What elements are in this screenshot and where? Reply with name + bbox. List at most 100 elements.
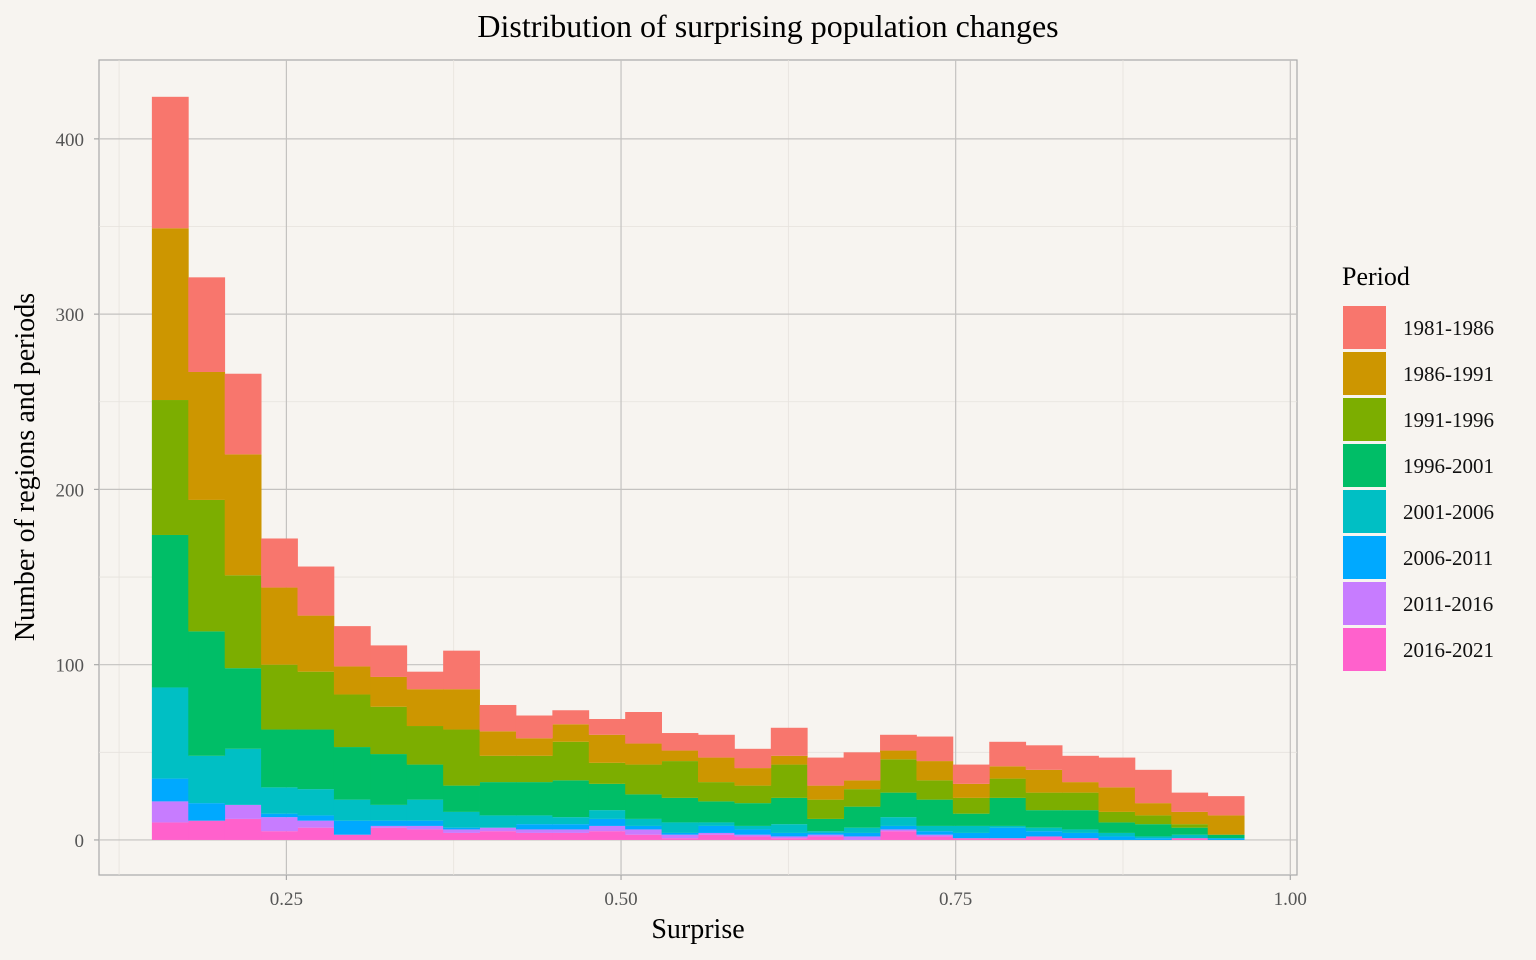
histogram-bar-segment (952, 832, 990, 839)
histogram-bar-segment (515, 782, 553, 816)
histogram-bar-segment (406, 820, 444, 826)
histogram-bar-segment (406, 689, 444, 727)
histogram-bar-segment (188, 631, 226, 756)
histogram-bar-segment (297, 815, 335, 821)
histogram-bar-segment (880, 734, 917, 751)
histogram-bar-segment (552, 741, 590, 781)
histogram-bar-segment (1134, 815, 1172, 825)
histogram-bar-segment (224, 748, 262, 805)
histogram-bar-segment (588, 810, 626, 819)
histogram-bar-segment (261, 587, 298, 665)
x-tick-label: 0.75 (939, 889, 972, 910)
chart-title: Distribution of surprising population ch… (477, 8, 1058, 44)
legend-label: 2011-2016 (1403, 592, 1493, 616)
histogram-bar-segment (1098, 822, 1136, 833)
histogram-bar-segment (734, 785, 772, 804)
histogram-bar-segment (698, 832, 735, 835)
histogram-bars (151, 96, 1245, 840)
histogram-bar-segment (807, 799, 845, 819)
histogram-bar-segment (261, 813, 298, 818)
histogram-bar-segment (188, 755, 226, 804)
histogram-bar-segment (261, 787, 298, 814)
legend-label: 1986-1991 (1403, 362, 1494, 386)
histogram-bar-segment (916, 825, 954, 832)
histogram-bar-segment (661, 750, 699, 762)
histogram-bar-segment (698, 782, 735, 802)
histogram-bar-segment (843, 806, 881, 828)
histogram-bar-segment (916, 736, 954, 762)
histogram-bar-segment (297, 671, 335, 730)
histogram-bar-segment (698, 734, 735, 758)
histogram-bar-segment (661, 832, 699, 835)
histogram-bar-segment (1171, 838, 1209, 840)
histogram-bar-segment (1025, 810, 1063, 828)
histogram-bar-segment (479, 831, 517, 840)
histogram-bar-segment (552, 817, 590, 825)
histogram-bar-segment (1025, 745, 1063, 770)
histogram-bar-segment (989, 838, 1027, 840)
histogram-bar-segment (224, 373, 262, 455)
histogram-bar-segment (1025, 827, 1063, 832)
y-axis-title: Number of regions and periods (10, 293, 41, 641)
histogram-bar-segment (770, 836, 808, 839)
histogram-bar-segment (880, 829, 917, 832)
histogram-bar-segment (443, 729, 480, 786)
histogram-bar-segment (807, 832, 845, 835)
legend-label: 2016-2021 (1403, 638, 1494, 662)
histogram-bar-segment (989, 741, 1027, 767)
histogram-bar-segment (1171, 834, 1209, 839)
histogram-bar-segment (661, 838, 699, 840)
histogram-bar-segment (1025, 836, 1063, 840)
histogram-bar-segment (151, 534, 189, 688)
histogram-bar-segment (734, 836, 772, 840)
histogram-bar-segment (552, 724, 590, 742)
histogram-bar-segment (698, 822, 735, 826)
histogram-bar-segment (406, 726, 444, 765)
legend-label: 1981-1986 (1403, 316, 1494, 340)
legend-label: 1991-1996 (1403, 408, 1494, 432)
histogram-bar-segment (479, 815, 517, 828)
histogram-bar-segment (224, 818, 262, 840)
histogram-bar-segment (770, 832, 808, 837)
histogram-bar-segment (1098, 757, 1136, 788)
histogram-bar-segment (261, 817, 298, 832)
histogram-bar-segment (370, 706, 408, 755)
histogram-bar-segment (661, 761, 699, 798)
histogram-bar-segment (1207, 815, 1245, 835)
histogram-bar-segment (443, 650, 480, 690)
histogram-bar-segment (880, 759, 917, 793)
histogram-bar-segment (515, 815, 553, 825)
histogram-bar-segment (406, 829, 444, 840)
histogram-bar-segment (333, 820, 371, 835)
histogram-bar-segment (1062, 810, 1099, 830)
histogram-bar-segment (261, 664, 298, 730)
histogram-bar-segment (734, 768, 772, 786)
histogram-bar-segment (989, 766, 1027, 779)
x-tick-label: 0.25 (270, 889, 303, 910)
histogram-bar-segment (770, 764, 808, 798)
legend-swatch (1343, 398, 1386, 441)
histogram-bar-segment (880, 792, 917, 818)
histogram-bar-segment (916, 780, 954, 800)
histogram-bar-segment (406, 799, 444, 821)
histogram-bar-segment (224, 454, 262, 576)
histogram-bar-segment (843, 827, 881, 833)
histogram-bar-segment (370, 827, 408, 840)
histogram-bar-segment (661, 822, 699, 833)
histogram-bar-segment (479, 782, 517, 816)
histogram-bar-segment (406, 825, 444, 830)
histogram-bar-segment (880, 825, 917, 830)
histogram-bar-segment (370, 676, 408, 707)
histogram-bar-segment (770, 755, 808, 765)
histogram-bar-segment (952, 797, 990, 814)
histogram-bar-segment (188, 277, 226, 372)
histogram-bar-segment (1062, 782, 1099, 793)
histogram-bar-segment (698, 825, 735, 833)
histogram-bar-segment (625, 712, 662, 744)
histogram-bar-segment (515, 832, 553, 840)
histogram-bar-segment (661, 797, 699, 823)
histogram-bar-segment (1171, 811, 1209, 825)
histogram-bar-segment (406, 671, 444, 690)
histogram-bar-segment (989, 778, 1027, 798)
